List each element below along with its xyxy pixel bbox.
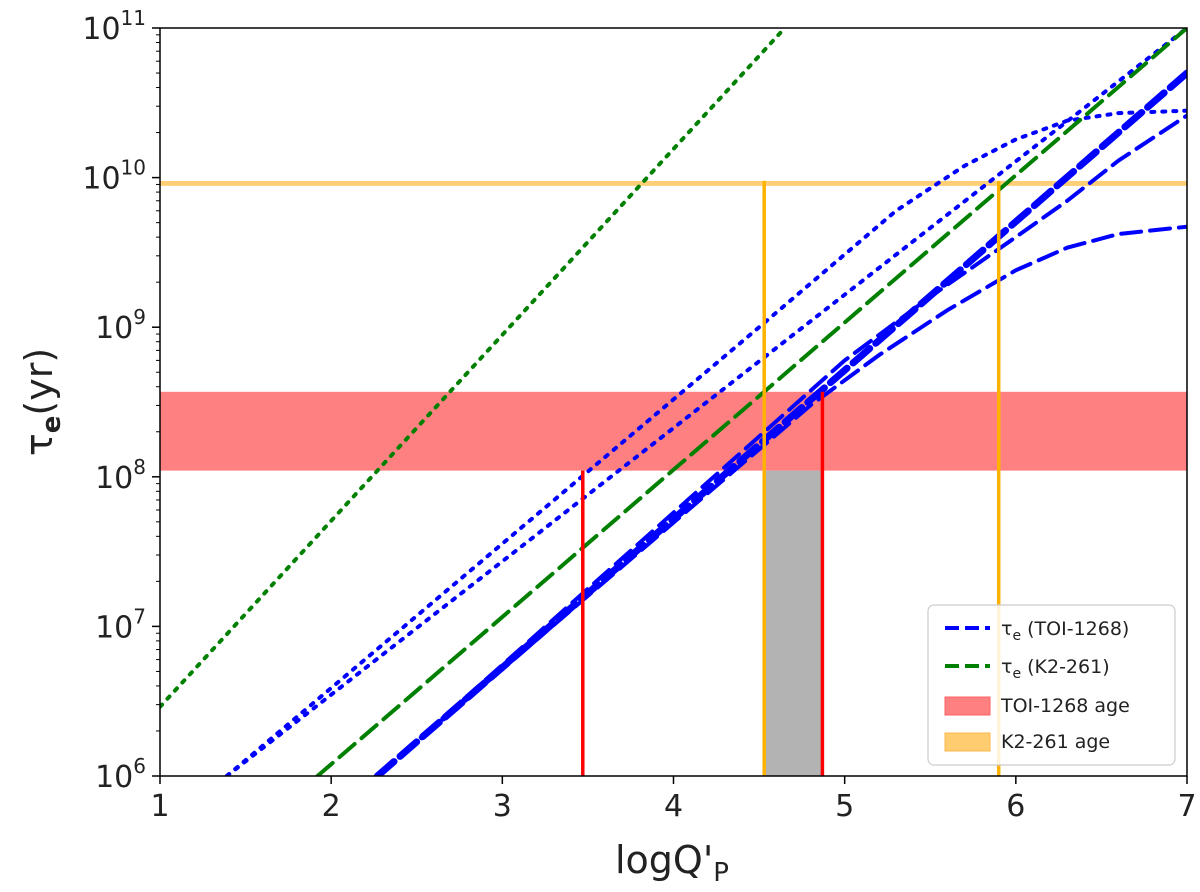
toi-1268-curve-4 bbox=[375, 113, 1187, 776]
y-axis-title: τe(yr) bbox=[17, 348, 67, 456]
x-tick-label: 2 bbox=[322, 789, 341, 824]
legend: τe (TOI-1268) τe (K2-261) TOI-1268 age K… bbox=[927, 604, 1176, 766]
x-tick-label: 4 bbox=[664, 789, 683, 824]
legend-label-toi-age: TOI-1268 age bbox=[1000, 695, 1130, 717]
legend-swatch-k2-age bbox=[944, 732, 991, 752]
legend-swatch-toi-age bbox=[944, 696, 991, 716]
y-tick-label: 108 bbox=[95, 455, 146, 496]
legend-box bbox=[927, 604, 1176, 766]
legend-label-k2: τe (K2-261) bbox=[1001, 656, 1110, 682]
shaded-region bbox=[764, 470, 823, 776]
y-tick-label: 106 bbox=[95, 754, 146, 795]
y-tick-label: 1011 bbox=[82, 6, 146, 47]
y-axis-title-unit: (yr) bbox=[17, 348, 61, 416]
x-tick-label: 7 bbox=[1177, 789, 1196, 824]
y-tick-label: 107 bbox=[95, 604, 146, 645]
k2-261-curve-7 bbox=[315, 28, 1187, 776]
x-axis-title: logQ'P bbox=[615, 838, 729, 888]
toi-1268-curve-3 bbox=[224, 108, 1187, 776]
k2-261-age-band bbox=[160, 180, 1187, 186]
legend-label-k2-age: K2-261 age bbox=[1001, 731, 1110, 753]
toi-1268-curve-1 bbox=[224, 28, 1187, 776]
toi-1268-age-band bbox=[160, 391, 1187, 471]
x-tick-label: 6 bbox=[1006, 789, 1025, 824]
x-tick-label: 1 bbox=[150, 789, 169, 824]
x-tick-label: 5 bbox=[835, 789, 854, 824]
k2-261-curve-6 bbox=[160, 28, 787, 709]
y-tick-label: 109 bbox=[95, 305, 146, 346]
x-tick-label: 3 bbox=[493, 789, 512, 824]
x-axis-title-subscript: P bbox=[713, 858, 729, 888]
y-tick-label: 1010 bbox=[82, 156, 146, 197]
y-axis-title-subscript: e bbox=[37, 416, 67, 434]
legend-label-toi: τe (TOI-1268) bbox=[1001, 618, 1129, 644]
